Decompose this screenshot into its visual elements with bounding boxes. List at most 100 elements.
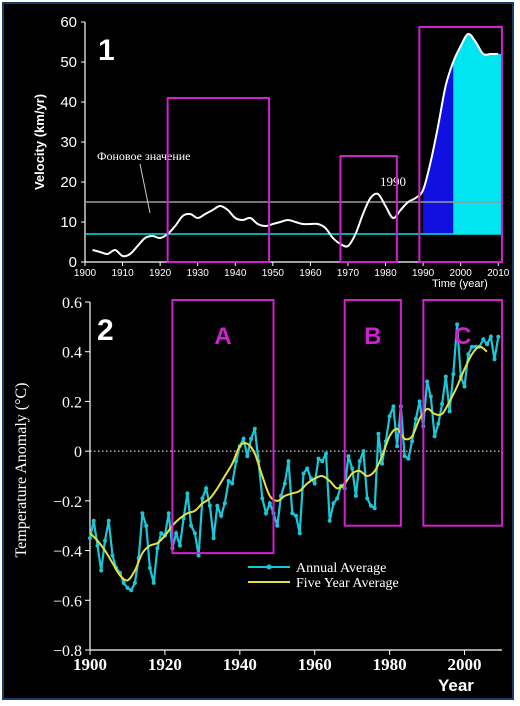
p1-xtick-label: 2000 [450, 268, 473, 279]
annual-point [264, 511, 268, 516]
annual-point [353, 493, 358, 498]
annual-point [428, 394, 433, 399]
annual-point [207, 503, 212, 508]
annual-point [226, 479, 231, 483]
p2-ytick-label: 0.2 [62, 394, 82, 411]
annual-point [391, 404, 396, 409]
p1-xtick-label: 2010 [487, 268, 510, 279]
annual-point [222, 501, 227, 506]
p2-ytick-label: −0.8 [53, 643, 82, 660]
p2-x-axis-label: Year [438, 676, 474, 695]
annual-point [320, 459, 325, 464]
annual-point [312, 481, 317, 486]
annual-point [436, 421, 441, 426]
region-a-box-bottom [171, 299, 275, 555]
annual-point [200, 496, 205, 501]
p1-xtick-label: 1910 [111, 268, 134, 279]
annual-point [140, 511, 145, 516]
annual-point [443, 374, 448, 379]
annual-point [331, 501, 336, 506]
region-b-box-top [339, 155, 398, 263]
annual-point [286, 459, 291, 464]
annual-point [488, 334, 493, 339]
figure-frame [2, 2, 514, 700]
annual-point [316, 456, 321, 461]
annual-point [380, 461, 385, 466]
annual-point [249, 436, 254, 441]
annual-point [260, 496, 265, 501]
region-b-box-bottom [343, 299, 402, 527]
p1-ytick-label: 60 [60, 14, 77, 31]
highlight-regions: A B C [166, 26, 504, 555]
p1-xtick-label: 1970 [337, 268, 360, 279]
region-a-box-top [166, 97, 271, 263]
background-value-label: Фоновое значение [97, 149, 191, 163]
p1-ytick-label: 50 [60, 54, 77, 71]
annual-point [267, 501, 272, 506]
p2-xtick-label: 2000 [448, 655, 482, 674]
velocity-fill-1 [453, 34, 502, 234]
year-1990-label: 1990 [380, 174, 406, 189]
legend-annual-marker [266, 564, 272, 570]
p1-xtick-label: 1920 [149, 268, 172, 279]
p2-ytick-label: 0.6 [62, 295, 82, 312]
annual-point [417, 399, 422, 404]
p1-ytick-label: 20 [60, 174, 77, 191]
velocity-fill-0 [423, 62, 454, 234]
p1-xtick-label: 1960 [299, 268, 322, 279]
p1-ytick-label: 10 [60, 214, 77, 231]
annual-point [350, 466, 355, 471]
background-value-pointer [139, 163, 151, 214]
five-year-average-line [89, 345, 488, 582]
p1-ytick-label: 30 [60, 134, 77, 151]
annual-point [455, 322, 460, 327]
annual-point [219, 513, 224, 518]
annual-point [177, 543, 182, 548]
annual-point [481, 337, 486, 342]
region-c-box-bottom [422, 299, 504, 527]
annual-point [406, 456, 411, 461]
annual-point [470, 344, 474, 349]
annual-point [230, 481, 235, 486]
annual-point [103, 538, 107, 543]
panel-1-label: 1 [98, 34, 115, 67]
velocity-chart: 0 10 20 30 40 50 60 1900 1910 1920 1930 1940 1950 19… [32, 14, 510, 290]
p2-xtick-label: 1940 [223, 655, 257, 674]
annual-point [402, 454, 407, 459]
annual-point [196, 553, 201, 558]
p1-xtick-label: 1990 [412, 268, 435, 279]
annual-point [496, 334, 501, 339]
annual-point [425, 379, 430, 384]
annual-point [125, 585, 130, 590]
legend-annual-label: Annual Average [296, 561, 386, 576]
annual-point [174, 531, 179, 536]
annual-point [357, 459, 362, 464]
annual-point [297, 531, 302, 536]
p2-y-axis-label: Temperature Anomaly (°C) [13, 383, 30, 558]
annual-point [234, 459, 239, 464]
annual-point [275, 523, 280, 528]
annual-point [485, 342, 489, 347]
annual-point [413, 416, 418, 421]
annual-point [204, 486, 209, 491]
annual-point [462, 384, 467, 389]
annual-point [132, 580, 137, 585]
annual-point [192, 531, 197, 536]
annual-point [166, 511, 171, 516]
annual-point [365, 496, 370, 501]
p2-ytick-label: 0.4 [62, 345, 82, 362]
annual-point [410, 439, 415, 444]
annual-average-line [88, 324, 500, 592]
annual-point [129, 588, 134, 593]
annual-point [451, 372, 456, 377]
p2-ytick-label: −0.4 [53, 544, 82, 561]
annual-point [290, 511, 295, 516]
annual-point [432, 434, 437, 439]
annual-point [346, 454, 351, 459]
p2-ytick-label: 0 [74, 444, 82, 461]
annual-point [447, 409, 452, 414]
region-a-label: A [214, 323, 231, 350]
temperature-chart: 0.6 0.4 0.2 0 −0.2 −0.4 −0.6 −0.8 1900 1920 1940 1… [13, 295, 502, 695]
p2-ytick-label: −0.2 [53, 494, 82, 511]
